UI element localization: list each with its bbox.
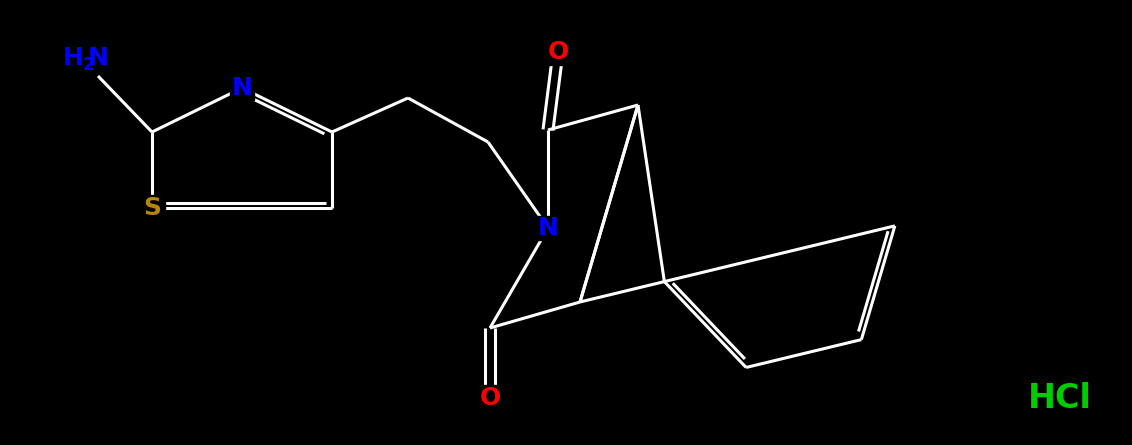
Bar [477, 385, 503, 411]
Text: O: O [479, 386, 500, 410]
Text: N: N [232, 76, 252, 100]
Text: S: S [143, 196, 161, 220]
Text: 2: 2 [83, 56, 94, 74]
Bar [544, 39, 571, 65]
Bar [535, 216, 560, 240]
Bar [230, 76, 254, 100]
Bar [139, 195, 165, 221]
Text: H: H [62, 46, 84, 70]
Bar [43, 44, 103, 72]
Text: O: O [548, 40, 568, 64]
Text: N: N [538, 216, 558, 240]
Text: HCl: HCl [1028, 381, 1092, 414]
Text: N: N [87, 46, 109, 70]
